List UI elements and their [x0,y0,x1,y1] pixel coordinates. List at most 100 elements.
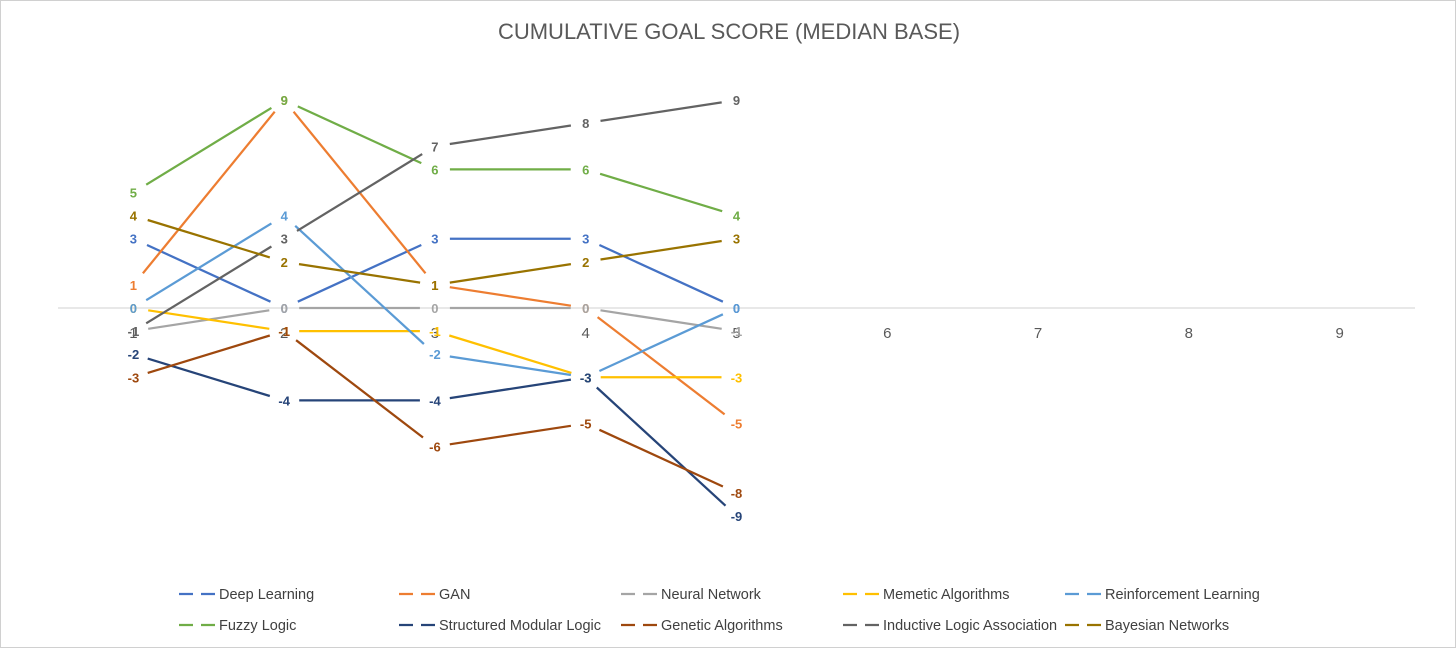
series-line-segment [148,309,270,330]
data-label: 0 [281,301,288,316]
data-label: 0 [130,301,137,316]
series-line-segment [449,355,572,377]
x-tick-label: 7 [1034,325,1042,342]
series-line-segment [298,262,421,284]
data-label: 3 [431,232,438,247]
chart-title: CUMULATIVE GOAL SCORE (MEDIAN BASE) [498,19,960,44]
x-tick-label: 6 [883,325,891,342]
data-label: 2 [582,255,589,270]
series-line-segment [146,243,271,303]
series-line-segment [296,153,423,232]
legend-label: Reinforcement Learning [1105,587,1260,603]
series-line-segment [142,110,276,275]
series-genetic-algorithms [147,334,724,488]
data-label: -1 [278,324,290,339]
data-label: 2 [281,255,288,270]
series-reinforcement-learning [145,222,724,377]
data-label: 6 [431,162,438,177]
data-label: 3 [130,232,137,247]
series-line-segment [147,334,271,374]
series-line-segment [598,313,724,373]
x-tick-label: 2 [280,325,288,342]
legend-item: Bayesian Networks [1065,618,1229,634]
data-label: -3 [580,370,592,385]
x-tick-label: 9 [1335,325,1343,342]
data-label: 0 [130,301,137,316]
data-label: -3 [731,370,743,385]
data-label: 3 [582,232,589,247]
data-label: -5 [731,417,743,432]
data-label: -4 [278,393,290,408]
series-line-segment [297,105,422,165]
data-label: -8 [731,486,743,501]
data-label: -6 [429,440,441,455]
data-label: 9 [281,93,288,108]
legend-item: Memetic Algorithms [843,587,1010,603]
series-layer [142,101,727,507]
x-tick-label: 1 [129,325,137,342]
legend-label: Inductive Logic Association [883,618,1057,634]
series-line-segment [599,172,723,213]
x-tick-label: 8 [1185,325,1193,342]
legend-label: Bayesian Networks [1105,618,1229,634]
legend-item: Genetic Algorithms [621,618,783,634]
data-label: 3 [733,232,740,247]
data-label: 0 [431,301,438,316]
data-label: -4 [429,393,441,408]
data-label: 0 [582,301,589,316]
series-line-segment [598,428,724,488]
data-label: -5 [580,417,592,432]
series-line-segment [449,424,572,446]
x-tick-label: 3 [431,325,439,342]
data-label: 8 [582,116,589,131]
data-label: -2 [128,347,140,362]
legend: Deep Learning GAN Neural Network Memetic Al… [179,587,1260,634]
data-label: -3 [128,370,140,385]
legend-label: Memetic Algorithms [883,587,1010,603]
legend-label: Deep Learning [219,587,314,603]
legend-item: GAN [399,587,470,603]
series-line-segment [598,243,724,303]
series-fuzzy-logic [145,105,723,213]
legend-label: GAN [439,587,470,603]
series-line-segment [449,124,572,146]
legend-item: Fuzzy Logic [179,618,296,634]
series-inductive-logic-association [145,101,722,325]
series-line-segment [449,262,572,284]
data-label: 3 [281,232,288,247]
legend-label: Structured Modular Logic [439,618,601,634]
data-label: -1 [278,324,290,339]
data-label: 4 [281,209,289,224]
data-label: 6 [582,162,589,177]
x-tick-label: 5 [732,325,740,342]
data-label: 4 [733,209,741,224]
legend-item: Neural Network [621,587,762,603]
data-label: 1 [431,278,438,293]
legend-item: Reinforcement Learning [1065,587,1260,603]
data-label: 1 [130,278,137,293]
series-line-segment [600,101,722,123]
series-line-segment [600,239,722,261]
data-label: -2 [429,347,441,362]
data-label: 0 [733,301,740,316]
data-label: 7 [431,139,438,154]
series-line-segment [596,316,726,416]
data-label: -3 [580,370,592,385]
data-label: -1 [429,324,441,339]
series-line-segment [147,357,271,398]
axis-layer: 1 2 3 4 5 6 7 8 9 [58,307,1415,342]
data-label: -3 [580,370,592,385]
series-bayesian-networks [147,218,722,284]
legend-item: Deep Learning [179,587,314,603]
data-label: 0 [733,301,740,316]
series-line-segment [147,218,271,259]
series-line-segment [145,245,272,325]
legend-item: Structured Modular Logic [399,618,601,634]
data-label: 1 [431,278,438,293]
legend-label: Neural Network [661,587,762,603]
series-line-segment [294,224,425,345]
series-structured-modular-logic [147,357,727,507]
